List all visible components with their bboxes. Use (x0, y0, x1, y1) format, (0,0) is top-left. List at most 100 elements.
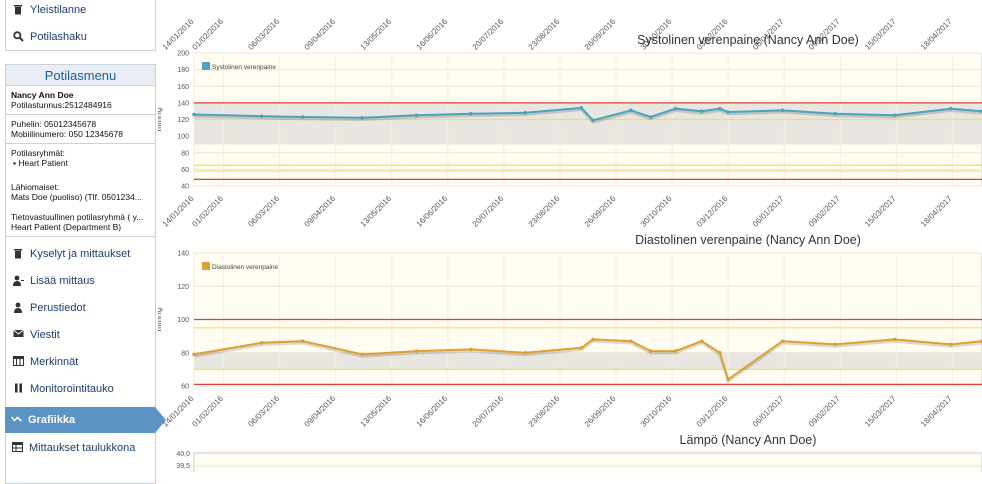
nav-item-viestit[interactable]: Viestit (6, 321, 155, 348)
data-point (673, 106, 678, 111)
x-tick-label: 20/07/2016 (471, 394, 506, 429)
x-tick-label: 13/05/2016 (359, 194, 394, 229)
y-tick-label: 60 (181, 384, 189, 391)
nav-label: Merkinnät (30, 355, 79, 368)
groups-label: Potilasryhmät: (11, 148, 65, 158)
data-point (259, 114, 264, 118)
chart-1: Diastolinen verenpaine (Nancy Ann Doe) 60… (154, 233, 982, 391)
group-bullet: ▪ (13, 158, 19, 168)
nav-item-yleistilanne[interactable]: Yleistilanne (6, 0, 155, 23)
x-tick-label: 18/04/2017 (919, 194, 954, 229)
x-tick-label: 30/10/2016 (639, 394, 674, 429)
x-tick-label: 06/01/2017 (751, 194, 786, 229)
data-point (699, 339, 704, 343)
nav-item-potilashaku[interactable]: Potilashaku (6, 23, 155, 50)
top-nav-box: Yleistilanne Potilashaku (5, 0, 156, 51)
data-point (192, 112, 196, 117)
x-tick-label: 06/03/2016 (246, 394, 281, 429)
data-point (629, 108, 633, 113)
series-shadow (193, 340, 982, 384)
nav-label: Perustiedot (30, 301, 86, 314)
nav-label: Lisää mittaus (30, 274, 95, 287)
x-tick-label: 03/12/2016 (695, 194, 730, 229)
normal-band (194, 352, 982, 370)
x-tick-label: 06/01/2017 (751, 394, 786, 429)
pause-icon (12, 383, 24, 395)
nav-item-monitorointitauko[interactable]: Monitorointitauko (6, 375, 155, 402)
x-tick-label: 30/10/2016 (639, 194, 674, 229)
data-point (414, 349, 419, 353)
x-tick-label: 09/02/2017 (807, 394, 842, 429)
patient-ssn: Potilastunnus:2512484916 (11, 100, 112, 110)
x-tick-label: 03/12/2016 (695, 394, 730, 429)
nav-label: Yleistilanne (30, 3, 87, 16)
responsible-label: Tietovastuullinen potilasryhmä ( y... (11, 212, 144, 222)
patient-groups: Potilasryhmät: ▪ Heart Patient (6, 144, 155, 172)
x-tick-label: 15/03/2017 (863, 17, 898, 52)
nav-item-mittaukset-taulukkona[interactable]: Mittaukset taulukkona (5, 434, 156, 461)
x-tick-label: 18/04/2017 (919, 17, 954, 52)
data-point (301, 339, 305, 343)
data-point (579, 345, 584, 350)
table-icon (11, 441, 23, 454)
data-point (579, 106, 584, 110)
y-tick-label: 140 (177, 251, 189, 258)
nav-label: Kyselyt ja mittaukset (30, 247, 131, 260)
legend-label: Diastolinen verenpaine (212, 264, 279, 271)
nav-item-merkinnat[interactable]: Merkinnät (6, 348, 155, 375)
x-tick-label: 06/03/2016 (246, 17, 281, 52)
x-tick-label: 26/09/2016 (583, 394, 618, 429)
data-point (948, 342, 953, 347)
data-point (648, 349, 653, 353)
chart-0: Systolinen verenpaine (Nancy Ann Doe) 40 6… (154, 33, 982, 191)
series-line (193, 106, 982, 122)
data-point (892, 113, 897, 118)
x-tick-label: 20/07/2016 (471, 17, 506, 52)
chart-title: Lämpö (Nancy Ann Doe) (680, 433, 817, 447)
x-tick-label: 01/02/2016 (190, 194, 225, 229)
search-icon (12, 30, 24, 43)
patient-mobile: Mobiilinumero: 050 12345678 (11, 129, 123, 139)
data-point (360, 116, 364, 120)
x-tick-label: 01/02/2016 (190, 394, 225, 429)
nav-item-perustiedot[interactable]: Perustiedot (6, 294, 155, 321)
notes-icon (12, 355, 24, 368)
legend-label: Systolinen verenpaine (212, 64, 276, 71)
data-point (360, 352, 364, 357)
data-point (673, 349, 678, 353)
patient-name: Nancy Ann Doe (11, 90, 74, 100)
nav-item-grafiikka[interactable]: Grafiikka (5, 407, 166, 433)
y-tick-label: 80 (181, 150, 189, 157)
responsible-group: Heart Patient (Department B) (11, 222, 122, 232)
nav-item-lisaa-mittaus[interactable]: Lisää mittaus (6, 267, 155, 294)
chart-2: Lämpö (Nancy Ann Doe) 40,0 39,5 (176, 433, 982, 484)
data-point (591, 118, 595, 123)
x-tick-label: 09/04/2016 (303, 17, 338, 52)
patient-contact: Mats Doe (puoliso) (Tlf. 0501234... (11, 192, 142, 202)
x-tick-label: 16/06/2016 (415, 17, 450, 52)
data-point (648, 115, 653, 119)
x-tick-label: 20/07/2016 (471, 194, 506, 229)
x-tick-label: 06/03/2016 (246, 194, 281, 229)
patient-identity: Nancy Ann Doe Potilastunnus:2512484916 (6, 86, 155, 115)
x-tick-label: 13/05/2016 (359, 17, 394, 52)
nav-item-kyselyt[interactable]: Kyselyt ja mittaukset (6, 240, 155, 267)
y-tick-label: 80 (181, 350, 189, 357)
patient-phones: Puhelin: 05012345678 Mobiilinumero: 050 … (6, 115, 155, 144)
trash-icon (12, 4, 24, 16)
x-tick-label: 01/02/2016 (190, 17, 225, 52)
y-tick-label: 40 (181, 184, 189, 191)
data-point (718, 106, 722, 111)
y-tick-label: 180 (177, 67, 189, 74)
x-tick-label: 09/04/2016 (303, 194, 338, 229)
sidebar: Yleistilanne Potilashaku Potilasmenu Nan… (0, 0, 166, 484)
y-tick-label: 60 (181, 167, 189, 174)
x-tick-label: 15/03/2017 (863, 394, 898, 429)
trash-icon (12, 248, 24, 260)
patient-phone: Puhelin: 05012345678 (11, 119, 97, 129)
data-point (699, 109, 704, 113)
data-point (414, 113, 419, 118)
